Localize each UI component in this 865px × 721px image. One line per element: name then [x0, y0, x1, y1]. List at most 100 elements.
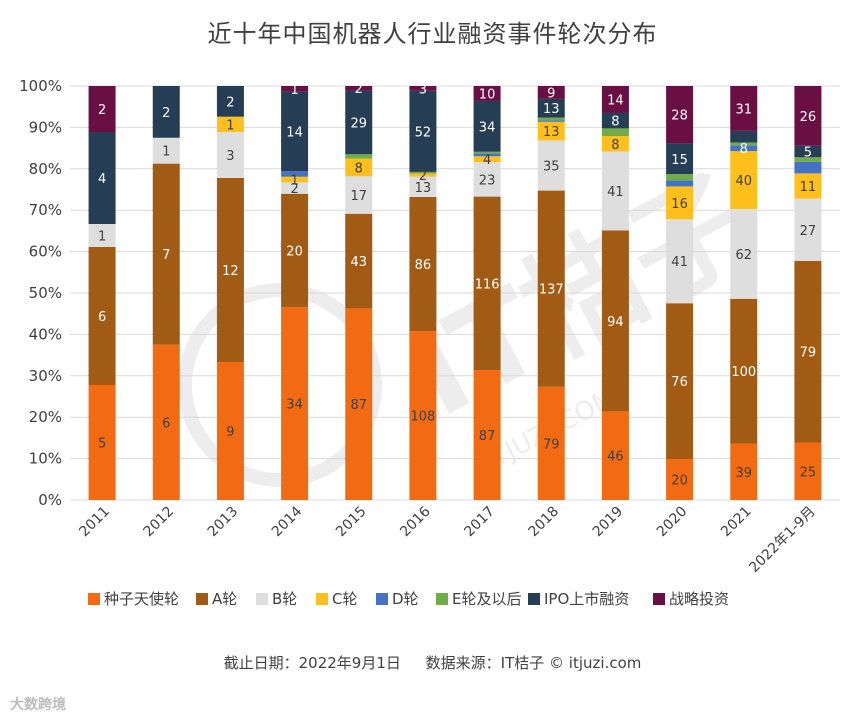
y-tick-label: 30%: [29, 367, 62, 385]
bar-segment: [537, 121, 565, 141]
bar-segment: [794, 161, 822, 174]
gridlines: [70, 85, 840, 501]
data-label: 16: [671, 197, 688, 212]
legend-label: 战略投资: [669, 590, 729, 608]
bar-segment: [345, 176, 373, 214]
x-tick-label: 2013: [205, 504, 242, 541]
data-label: 14: [286, 125, 303, 140]
bar-segment: [152, 137, 180, 164]
bar-segment: [409, 171, 437, 174]
bar-segment: [730, 86, 758, 131]
data-label: 3: [226, 149, 234, 164]
legend-item: C轮: [316, 590, 357, 608]
bar-segment: [281, 86, 309, 92]
bar-segment: [537, 120, 565, 122]
bar-segment: [794, 260, 822, 443]
data-label: 8: [740, 142, 748, 157]
bar-segment: [152, 163, 180, 345]
bar-segment: [601, 411, 629, 500]
x-tick-label: 2011: [76, 504, 113, 541]
data-label: 46: [607, 450, 624, 465]
brand-watermark: 大数跨境: [10, 697, 66, 713]
legend-label: A轮: [212, 590, 237, 608]
bar-segment: [216, 362, 244, 500]
data-label: 87: [350, 398, 367, 413]
bar-segment: [88, 86, 116, 132]
legend-item: E轮及以后: [436, 590, 521, 608]
legend-item: 战略投资: [653, 590, 729, 608]
bar-segment: [730, 130, 758, 143]
y-tick-label: 80%: [29, 160, 62, 178]
bar-segment: [601, 112, 629, 129]
y-tick-label: 60%: [29, 243, 62, 261]
data-label: 1: [226, 118, 234, 133]
bar-segment: [409, 86, 437, 91]
bar-segment: [537, 98, 565, 118]
bar-segment: [794, 198, 822, 261]
bar-segment: [601, 136, 629, 152]
legend-swatch: [316, 593, 328, 605]
data-label: 52: [415, 125, 432, 140]
y-tick-label: 90%: [29, 118, 62, 136]
bar-segment: [730, 298, 758, 444]
bar-segment: [345, 213, 373, 309]
bar-segment: [601, 128, 629, 137]
data-label: 116: [475, 277, 500, 292]
data-label: 1: [162, 145, 170, 160]
data-label: 8: [611, 115, 619, 130]
bar-segment: [345, 90, 373, 155]
data-label: 40: [735, 174, 752, 189]
data-label: 1: [290, 174, 298, 189]
data-label: 43: [350, 255, 367, 270]
data-label: 137: [539, 283, 564, 298]
data-label: 9: [226, 425, 234, 440]
legend-label: C轮: [332, 590, 357, 608]
bar-segment: [730, 209, 758, 299]
legend: 种子天使轮 A轮 B轮 C轮 D轮 E轮及以后 IPO上市融资 战略投资: [88, 590, 729, 608]
bar-segment: [666, 186, 694, 220]
bar-segment: [601, 230, 629, 412]
bar-segment: [345, 308, 373, 500]
bar-segment: [794, 173, 822, 199]
bar-segment: [281, 193, 309, 308]
bar-segment: [88, 224, 116, 247]
bar-segment: [473, 196, 501, 370]
bar-segment: [345, 154, 373, 159]
data-label: 2: [226, 95, 234, 110]
x-tick-label: 2012: [141, 504, 178, 541]
y-tick-label: 0%: [38, 491, 62, 509]
data-label: 26: [800, 110, 817, 125]
bar-segment: [88, 247, 116, 385]
bar-segment: [794, 442, 822, 500]
data-label: 13: [415, 181, 432, 196]
bar-segment: [537, 117, 565, 121]
y-tick-label: 100%: [19, 77, 62, 95]
data-label: 13: [543, 102, 560, 117]
bar-segment: [473, 156, 501, 163]
bar-segment: [794, 86, 822, 146]
bar-segment: [152, 344, 180, 500]
data-label: 2: [419, 169, 427, 184]
bar-segment: [88, 132, 116, 224]
legend-item: D轮: [376, 590, 419, 608]
x-tick-label: 2019: [590, 504, 627, 541]
bar-segment: [216, 86, 244, 117]
data-label: 27: [800, 224, 817, 239]
data-label: 6: [162, 416, 170, 431]
data-label: 94: [607, 315, 624, 330]
y-tick-label: 70%: [29, 201, 62, 219]
data-label: 39: [735, 466, 752, 481]
y-tick-label: 10%: [29, 450, 62, 468]
bar-segment: [345, 158, 373, 177]
data-label: 17: [350, 189, 367, 204]
bar-segment: [473, 369, 501, 500]
data-label: 12: [222, 264, 239, 279]
data-label: 6: [98, 310, 106, 325]
legend-swatch: [88, 593, 100, 605]
footer: 截止日期：2022年9月1日 数据来源：IT桔子 © itjuzi.com: [0, 652, 865, 673]
x-axis: 2011 2012 2013 2014 2015 2016 2017 2018 2019 2020…: [76, 503, 818, 576]
data-label: 20: [286, 244, 303, 259]
bar-segment: [666, 219, 694, 304]
